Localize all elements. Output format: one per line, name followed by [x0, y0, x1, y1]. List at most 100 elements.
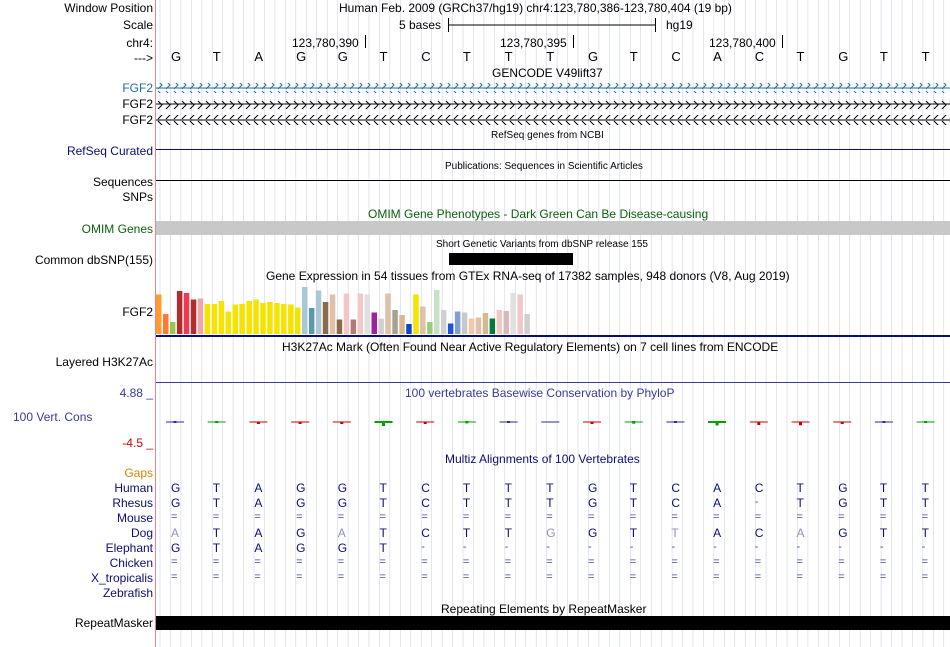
gtex-tissue-bar[interactable] — [517, 294, 523, 335]
phylop-base-score[interactable] — [583, 421, 601, 424]
gtex-tissue-bar[interactable] — [510, 293, 516, 334]
gtex-tissue-bar[interactable] — [336, 319, 343, 335]
gtex-tissue-bar[interactable] — [308, 308, 315, 334]
gtex-tissue-bar[interactable] — [482, 313, 489, 334]
phylop-base-score[interactable] — [708, 421, 727, 426]
gtex-tissue-bar[interactable] — [239, 304, 245, 334]
h3k27ac-label[interactable]: Layered H3K27Ac — [55, 355, 153, 369]
gencode-label-1[interactable]: FGF2 — [122, 81, 153, 95]
gtex-tissue-bar[interactable] — [197, 298, 204, 335]
phylop-base-score[interactable] — [291, 421, 310, 424]
gtex-tissue-bar[interactable] — [183, 293, 190, 334]
gencode-label-2[interactable]: FGF2 — [122, 97, 153, 111]
gtex-tissue-bar[interactable] — [440, 310, 447, 334]
gtex-tissue-bar[interactable] — [496, 310, 503, 334]
gtex-tissue-bar[interactable] — [322, 302, 329, 334]
phylop-base-score[interactable] — [457, 421, 476, 424]
gtex-tissue-bar[interactable] — [211, 304, 218, 334]
species-label[interactable]: Human — [114, 481, 153, 495]
gtex-tissue-bar[interactable] — [295, 307, 301, 335]
gtex-tissue-bar[interactable] — [302, 287, 308, 334]
publications-feature-line[interactable] — [156, 180, 950, 181]
refseq-gene-line[interactable] — [156, 149, 950, 150]
gtex-tissue-bar[interactable] — [315, 290, 322, 335]
phylop-conservation-plot[interactable] — [156, 400, 950, 448]
phylop-base-score[interactable] — [374, 421, 393, 427]
species-label[interactable]: Elephant — [105, 541, 153, 555]
phylop-base-score[interactable] — [749, 421, 768, 425]
gtex-tissue-bar[interactable] — [475, 317, 482, 335]
gtex-tissue-bar[interactable] — [371, 312, 378, 335]
phylop-base-score[interactable] — [166, 421, 184, 423]
gtex-tissue-bar[interactable] — [461, 312, 468, 335]
phylop-base-score[interactable] — [791, 421, 810, 426]
phylop-base-score[interactable] — [416, 421, 435, 424]
gencode-label-3[interactable]: FGF2 — [122, 113, 153, 127]
gaps-label[interactable]: Gaps — [124, 466, 153, 480]
dbsnp-label[interactable]: Common dbSNP(155) — [34, 253, 153, 267]
gtex-tissue-bar[interactable] — [190, 299, 197, 335]
gtex-expression-bars[interactable] — [156, 284, 536, 335]
gtex-tissue-bar[interactable] — [364, 294, 371, 335]
gtex-tissue-bar[interactable] — [489, 318, 496, 335]
phylop-base-score[interactable] — [207, 421, 226, 423]
phylop-base-score[interactable] — [624, 421, 643, 424]
gtex-tissue-bar[interactable] — [357, 293, 364, 335]
gtex-tissue-bar[interactable] — [524, 314, 530, 334]
gtex-tissue-bar[interactable] — [169, 322, 176, 334]
gtex-tissue-bar[interactable] — [420, 306, 426, 335]
phylop-base-score[interactable] — [249, 421, 268, 424]
gtex-tissue-bar[interactable] — [378, 318, 384, 335]
gtex-tissue-bar[interactable] — [329, 294, 336, 335]
gtex-tissue-bar[interactable] — [260, 303, 266, 334]
gencode-transcripts[interactable] — [156, 80, 950, 128]
publications-label-snps[interactable]: SNPs — [122, 190, 153, 204]
dbsnp-variant-bar[interactable] — [449, 253, 573, 265]
gtex-tissue-bar[interactable] — [468, 318, 475, 335]
gtex-tissue-bar[interactable] — [454, 311, 461, 335]
gtex-tissue-bar[interactable] — [434, 290, 440, 334]
gtex-tissue-bar[interactable] — [385, 293, 391, 335]
gtex-tissue-bar[interactable] — [163, 314, 169, 334]
gtex-label[interactable]: FGF2 — [122, 305, 153, 319]
gtex-tissue-bar[interactable] — [246, 301, 252, 334]
gtex-tissue-bar[interactable] — [399, 315, 405, 334]
gtex-tissue-bar[interactable] — [503, 311, 510, 334]
repeatmasker-label[interactable]: RepeatMasker — [74, 616, 153, 630]
phylop-base-score[interactable] — [499, 421, 518, 423]
gtex-tissue-bar[interactable] — [413, 294, 419, 335]
gtex-tissue-bar[interactable] — [204, 304, 211, 334]
gtex-tissue-bar[interactable] — [218, 301, 225, 334]
gtex-tissue-bar[interactable] — [427, 322, 433, 334]
repeatmasker-element-bar[interactable] — [156, 616, 950, 630]
gtex-tissue-bar[interactable] — [176, 291, 183, 334]
gtex-tissue-bar[interactable] — [406, 324, 412, 334]
gtex-tissue-bar[interactable] — [392, 310, 398, 334]
phylop-base-score[interactable] — [332, 421, 351, 424]
gtex-tissue-bar[interactable] — [225, 311, 232, 335]
species-label[interactable]: Zebrafish — [102, 586, 153, 600]
gtex-tissue-bar[interactable] — [267, 302, 273, 334]
publications-label-sequences[interactable]: Sequences — [92, 175, 153, 189]
species-label[interactable]: Rhesus — [112, 496, 153, 510]
gtex-tissue-bar[interactable] — [350, 319, 357, 335]
phylop-base-score[interactable] — [916, 421, 935, 423]
gtex-tissue-bar[interactable] — [274, 303, 280, 334]
species-label[interactable]: Chicken — [109, 556, 153, 570]
gtex-tissue-bar[interactable] — [156, 294, 162, 335]
gtex-tissue-bar[interactable] — [281, 304, 287, 334]
refseq-label[interactable]: RefSeq Curated — [66, 144, 153, 158]
omim-label[interactable]: OMIM Genes — [81, 222, 153, 236]
phylop-label[interactable]: 100 Vert. Cons — [13, 410, 93, 424]
gtex-tissue-bar[interactable] — [447, 323, 454, 335]
gtex-tissue-bar[interactable] — [288, 304, 294, 335]
gtex-tissue-bar[interactable] — [343, 293, 350, 335]
phylop-base-score[interactable] — [874, 421, 893, 423]
phylop-base-score[interactable] — [666, 421, 685, 423]
gtex-tissue-bar[interactable] — [232, 304, 239, 335]
species-label[interactable]: X_tropicalis — [90, 571, 153, 585]
omim-gene-bar[interactable] — [156, 221, 950, 235]
species-label[interactable]: Mouse — [116, 511, 153, 525]
gtex-tissue-bar[interactable] — [253, 299, 259, 335]
species-label[interactable]: Dog — [130, 526, 153, 540]
